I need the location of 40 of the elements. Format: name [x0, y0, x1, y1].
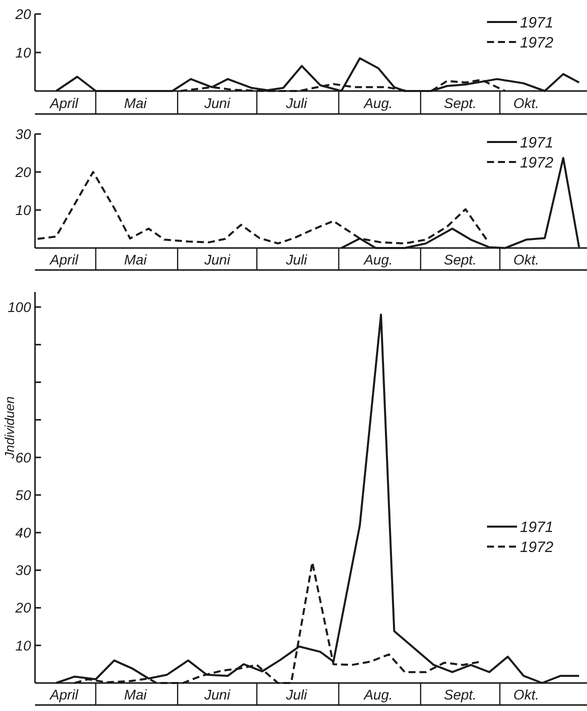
x-tick-label: Okt.: [513, 94, 540, 111]
y-tick-label: 30: [15, 126, 32, 142]
y-tick-label: 50: [15, 486, 32, 503]
x-tick-label: Okt.: [513, 686, 540, 702]
x-tick-label: Juli: [284, 251, 308, 268]
y-axis-title: Jndividuen: [2, 396, 17, 460]
x-tick-label: April: [49, 94, 79, 111]
x-tick-label: Mai: [124, 251, 148, 268]
x-tick-label: Mai: [124, 686, 148, 702]
y-tick-label: 10: [15, 44, 32, 60]
x-tick-label: Sept.: [444, 686, 477, 702]
x-tick-label: Mai: [124, 94, 148, 111]
legend-label: 1971: [520, 134, 554, 152]
y-tick-label: 10: [15, 202, 32, 218]
y-tick-label: 20: [14, 6, 32, 22]
legend-label: 1971: [520, 518, 554, 536]
x-tick-label: Juni: [203, 251, 231, 268]
x-tick-label: Juli: [284, 94, 308, 111]
legend-label: 1972: [520, 154, 554, 172]
y-tick-label: 60: [15, 449, 32, 466]
y-tick-label: 20: [14, 600, 32, 616]
x-tick-label: Juni: [203, 686, 231, 702]
y-tick-label: 20: [14, 164, 32, 180]
legend-label: 1972: [520, 34, 554, 52]
x-tick-label: Aug.: [362, 686, 393, 702]
x-tick-label: Okt.: [513, 251, 540, 268]
x-tick-label: Aug.: [362, 94, 393, 111]
x-tick-label: April: [49, 251, 79, 268]
x-tick-label: Sept.: [444, 251, 477, 268]
x-tick-label: Aug.: [362, 251, 393, 268]
x-tick-label: Juni: [203, 94, 231, 111]
x-tick-label: Sept.: [444, 94, 477, 111]
y-tick-label: 10: [15, 637, 32, 654]
x-tick-label: April: [49, 686, 79, 702]
legend-label: 1971: [520, 14, 554, 32]
y-tick-label: 40: [15, 524, 32, 541]
y-tick-label: 30: [15, 562, 32, 578]
y-tick-label: 100: [8, 298, 32, 315]
x-tick-label: Juli: [284, 686, 308, 702]
legend-label: 1972: [520, 538, 554, 556]
